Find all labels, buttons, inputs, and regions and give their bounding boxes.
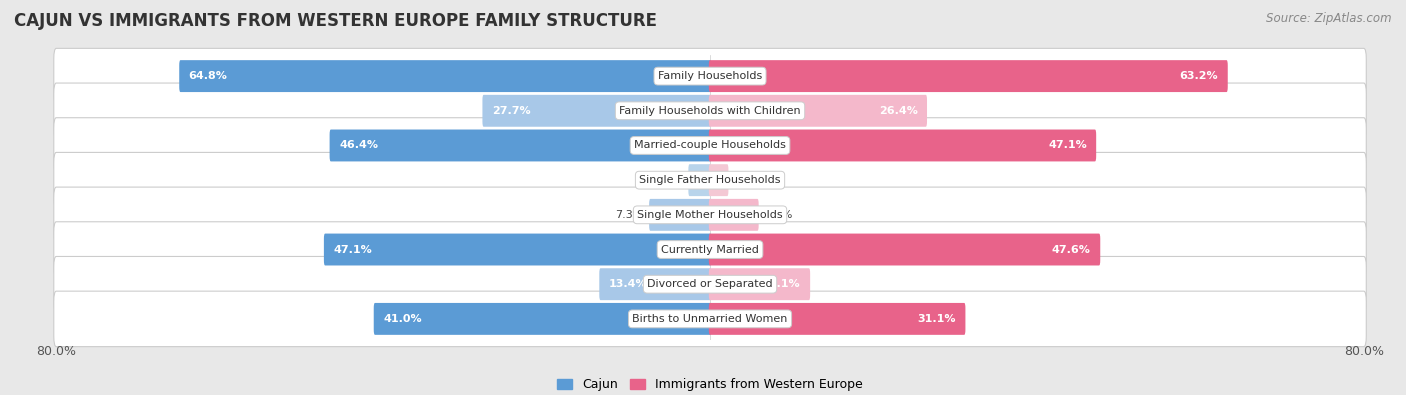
FancyBboxPatch shape (709, 164, 728, 196)
FancyBboxPatch shape (689, 164, 711, 196)
FancyBboxPatch shape (329, 130, 711, 162)
FancyBboxPatch shape (709, 199, 759, 231)
FancyBboxPatch shape (599, 268, 711, 300)
Text: Currently Married: Currently Married (661, 245, 759, 254)
Text: Single Father Households: Single Father Households (640, 175, 780, 185)
Legend: Cajun, Immigrants from Western Europe: Cajun, Immigrants from Western Europe (553, 373, 868, 395)
Text: 47.6%: 47.6% (1052, 245, 1091, 254)
FancyBboxPatch shape (53, 256, 1367, 312)
Text: CAJUN VS IMMIGRANTS FROM WESTERN EUROPE FAMILY STRUCTURE: CAJUN VS IMMIGRANTS FROM WESTERN EUROPE … (14, 12, 657, 30)
FancyBboxPatch shape (374, 303, 711, 335)
FancyBboxPatch shape (53, 152, 1367, 208)
Text: Family Households with Children: Family Households with Children (619, 106, 801, 116)
Text: 27.7%: 27.7% (492, 106, 530, 116)
Text: 47.1%: 47.1% (1047, 141, 1087, 150)
FancyBboxPatch shape (709, 233, 1101, 265)
FancyBboxPatch shape (53, 187, 1367, 243)
Text: 41.0%: 41.0% (382, 314, 422, 324)
FancyBboxPatch shape (53, 83, 1367, 139)
FancyBboxPatch shape (323, 233, 711, 265)
Text: Divorced or Separated: Divorced or Separated (647, 279, 773, 289)
FancyBboxPatch shape (53, 118, 1367, 173)
FancyBboxPatch shape (709, 268, 810, 300)
FancyBboxPatch shape (709, 95, 927, 127)
Text: Married-couple Households: Married-couple Households (634, 141, 786, 150)
Text: 63.2%: 63.2% (1180, 71, 1219, 81)
Text: 47.1%: 47.1% (333, 245, 373, 254)
Text: Family Households: Family Households (658, 71, 762, 81)
FancyBboxPatch shape (482, 95, 711, 127)
Text: 2.5%: 2.5% (655, 175, 683, 185)
Text: 13.4%: 13.4% (609, 279, 647, 289)
FancyBboxPatch shape (709, 130, 1097, 162)
Text: 7.3%: 7.3% (616, 210, 644, 220)
Text: 46.4%: 46.4% (339, 141, 378, 150)
FancyBboxPatch shape (709, 303, 966, 335)
Text: 2.1%: 2.1% (734, 175, 762, 185)
FancyBboxPatch shape (53, 222, 1367, 277)
Text: Births to Unmarried Women: Births to Unmarried Women (633, 314, 787, 324)
FancyBboxPatch shape (179, 60, 711, 92)
FancyBboxPatch shape (650, 199, 711, 231)
Text: Single Mother Households: Single Mother Households (637, 210, 783, 220)
Text: 26.4%: 26.4% (879, 106, 918, 116)
Text: 5.8%: 5.8% (763, 210, 793, 220)
Text: 64.8%: 64.8% (188, 71, 228, 81)
FancyBboxPatch shape (53, 48, 1367, 104)
Text: 31.1%: 31.1% (918, 314, 956, 324)
Text: Source: ZipAtlas.com: Source: ZipAtlas.com (1267, 12, 1392, 25)
FancyBboxPatch shape (709, 60, 1227, 92)
Text: 12.1%: 12.1% (762, 279, 801, 289)
FancyBboxPatch shape (53, 291, 1367, 347)
